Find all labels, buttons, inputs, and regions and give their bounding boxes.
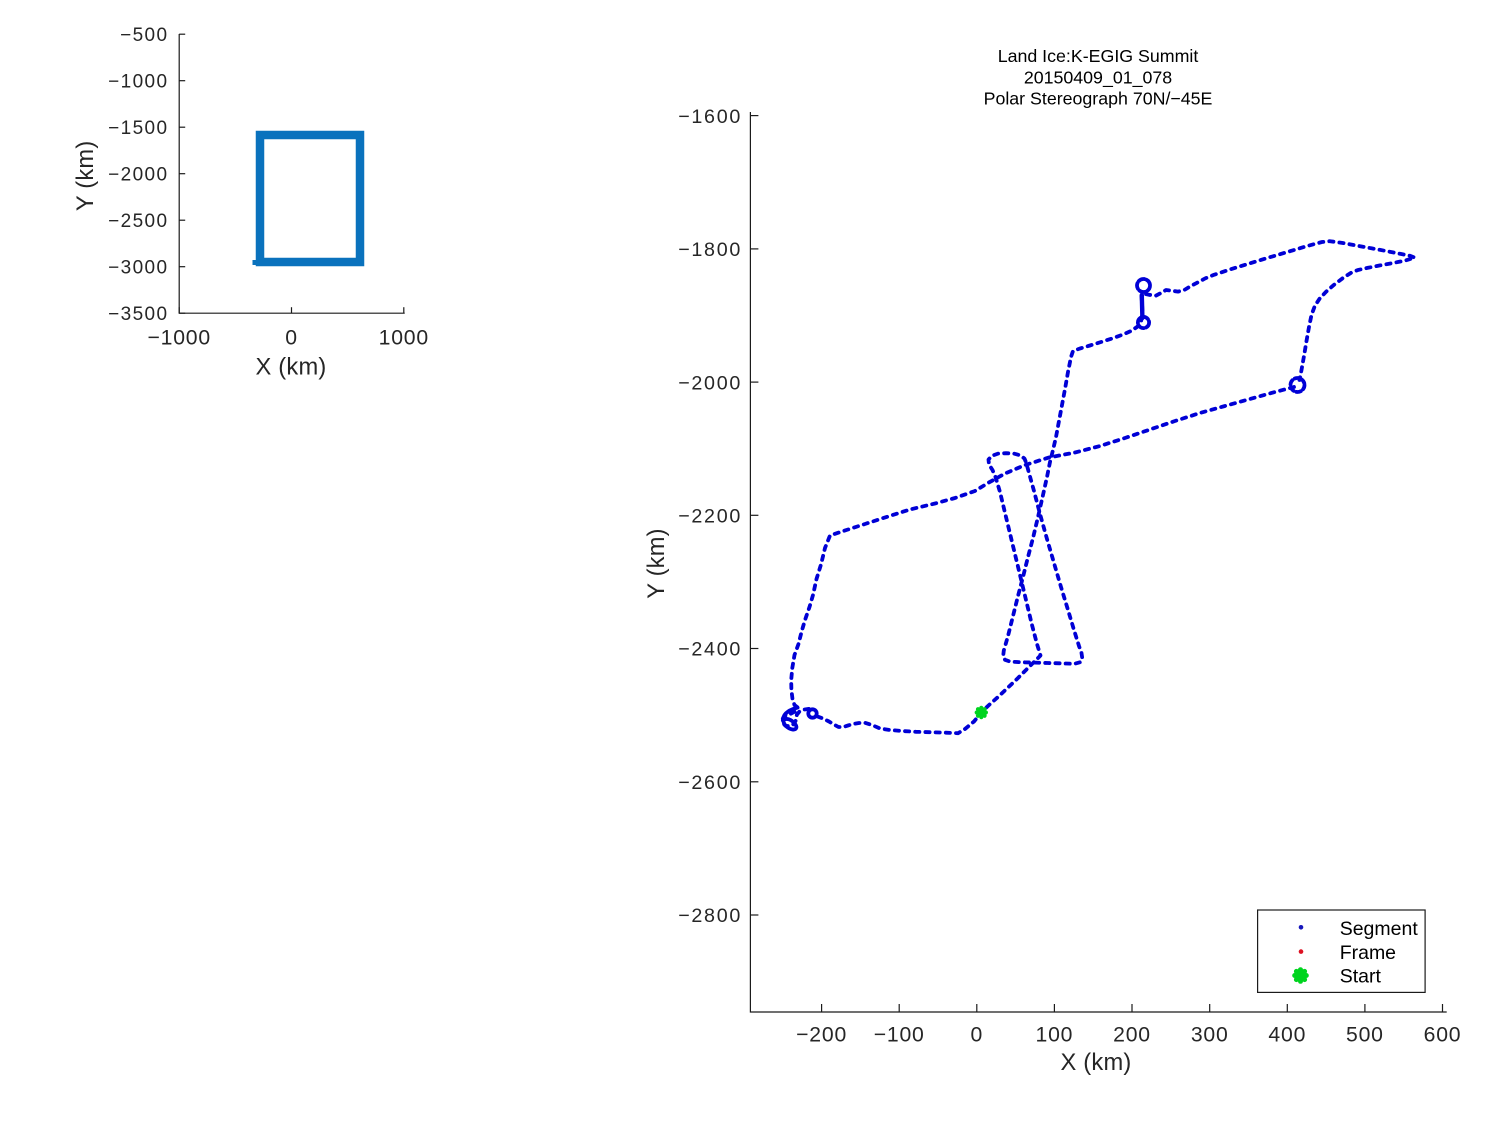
svg-text:400: 400 [1268, 1023, 1306, 1046]
svg-text:X (km): X (km) [256, 355, 327, 381]
svg-text:−3500: −3500 [108, 304, 168, 325]
svg-text:−1600: −1600 [678, 106, 742, 128]
svg-text:200: 200 [1113, 1023, 1151, 1046]
svg-text:Segment: Segment [1340, 918, 1419, 940]
svg-text:−1500: −1500 [108, 118, 168, 139]
svg-text:100: 100 [1036, 1023, 1074, 1046]
svg-text:−2000: −2000 [678, 372, 742, 394]
svg-text:−2800: −2800 [678, 905, 742, 927]
svg-text:Frame: Frame [1340, 942, 1396, 964]
svg-text:−2500: −2500 [108, 211, 168, 232]
svg-text:−2400: −2400 [678, 639, 742, 661]
svg-text:Y (km): Y (km) [73, 141, 99, 212]
svg-text:20150409_01_078: 20150409_01_078 [1024, 68, 1172, 89]
svg-text:500: 500 [1346, 1023, 1384, 1046]
svg-text:−100: −100 [874, 1023, 925, 1046]
svg-text:Land Ice:K-EGIG Summit: Land Ice:K-EGIG Summit [998, 46, 1199, 66]
svg-text:−1800: −1800 [678, 239, 742, 261]
svg-text:0: 0 [971, 1023, 984, 1046]
svg-text:−3000: −3000 [108, 258, 168, 279]
svg-text:600: 600 [1424, 1023, 1462, 1046]
svg-text:−2600: −2600 [678, 772, 742, 794]
svg-text:Polar Stereograph 70N/−45E: Polar Stereograph 70N/−45E [984, 89, 1213, 109]
svg-text:−200: −200 [796, 1023, 847, 1046]
svg-text:−1000: −1000 [108, 72, 168, 93]
svg-text:−500: −500 [120, 25, 168, 46]
svg-text:−2200: −2200 [678, 506, 742, 528]
svg-text:X (km): X (km) [1061, 1050, 1132, 1076]
svg-text:300: 300 [1191, 1023, 1229, 1046]
svg-text:−1000: −1000 [147, 326, 211, 349]
svg-text:Start: Start [1340, 965, 1382, 987]
svg-text:0: 0 [285, 326, 298, 349]
svg-text:1000: 1000 [379, 326, 429, 349]
svg-text:Y (km): Y (km) [644, 528, 670, 599]
svg-text:−2000: −2000 [108, 165, 168, 186]
